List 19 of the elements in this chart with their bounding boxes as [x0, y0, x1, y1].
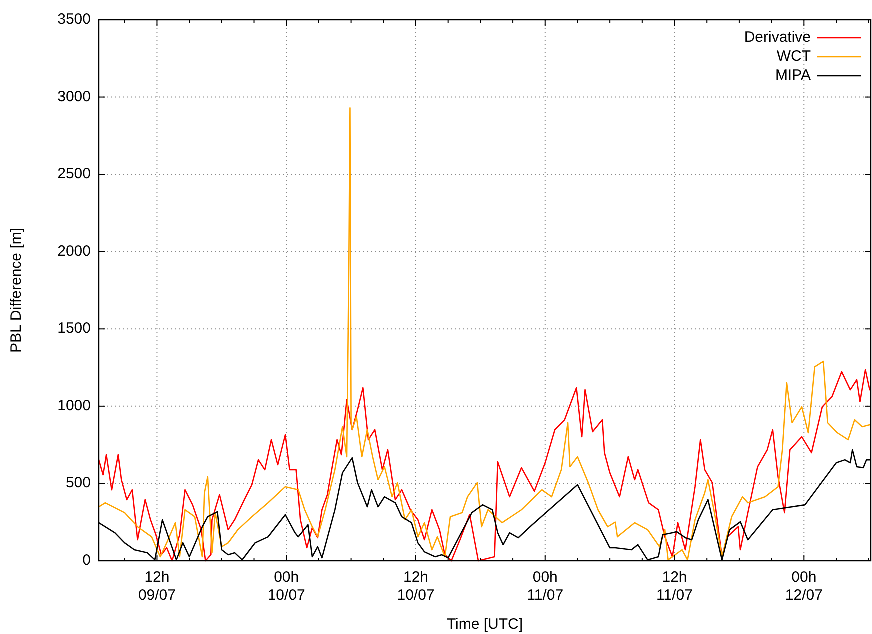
y-tick-label: 1500 [58, 320, 91, 338]
legend-label: MIPA [775, 66, 811, 84]
y-tick-label: 1000 [58, 397, 91, 414]
legend-label: WCT [776, 48, 811, 65]
y-tick-label: 2500 [58, 166, 91, 183]
y-tick-label: 3000 [58, 88, 91, 106]
y-tick-label: 3500 [58, 10, 91, 28]
x-tick-label: 00h 11/07 [527, 569, 564, 604]
x-axis-title: Time [UTC] [446, 616, 524, 633]
legend-label: Derivative [744, 28, 811, 46]
y-tick-label: 500 [66, 474, 91, 492]
x-tick-label: 12h 11/07 [656, 569, 693, 604]
y-tick-label: 0 [82, 552, 91, 569]
y-axis-title: PBL Difference [m] [8, 228, 25, 354]
y-tick-label: 2000 [58, 242, 91, 260]
x-tick-label: 00h 10/07 [268, 569, 306, 604]
x-tick-label: 12h 10/07 [397, 569, 435, 604]
x-tick-label: 12h 09/07 [138, 569, 176, 604]
x-tick-label: 00h 12/07 [785, 569, 823, 604]
